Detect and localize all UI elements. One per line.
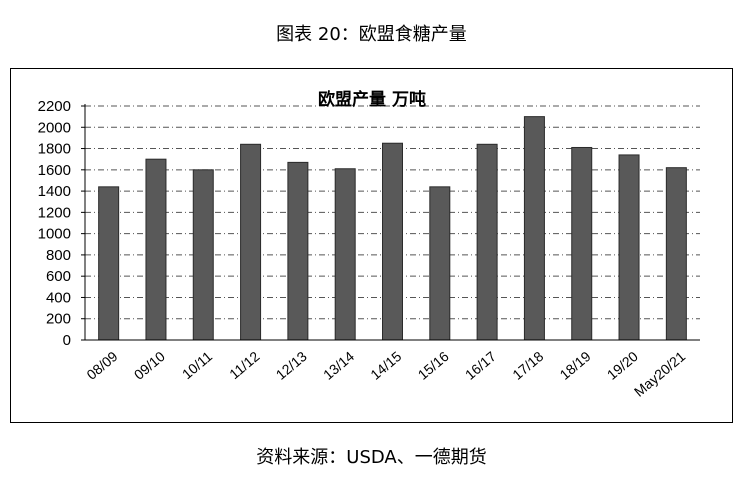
x-tick-label: 12/13	[273, 348, 310, 383]
x-tick-label: 18/19	[557, 348, 594, 383]
x-tick-label: May20/21	[631, 348, 689, 400]
y-tick-label: 800	[46, 247, 71, 264]
y-tick-label: 1800	[38, 141, 71, 158]
y-tick-label: 200	[46, 311, 71, 328]
y-tick-label: 1400	[38, 183, 71, 200]
axes: 0 200 400 600 800 1000 1200 1400 1600 1800 2000 220…	[38, 98, 700, 400]
y-tick-label: 1000	[38, 226, 71, 243]
x-tick-label: 10/11	[179, 348, 215, 382]
x-tick-label: 19/20	[604, 348, 641, 383]
x-tick-label: 14/15	[367, 348, 404, 383]
y-tick-label: 400	[46, 289, 71, 306]
x-tick-label: 11/12	[226, 348, 262, 382]
bars	[98, 116, 687, 341]
bar	[571, 146, 593, 341]
x-tick-label: 13/14	[320, 348, 357, 383]
bar	[98, 186, 120, 341]
y-tick-label: 2000	[38, 119, 71, 136]
bar	[334, 168, 356, 341]
gridlines	[85, 105, 700, 320]
y-tick-label: 1200	[38, 204, 71, 221]
y-tick-label: 2200	[38, 98, 71, 115]
bar	[145, 158, 167, 341]
x-tick-label: 16/17	[462, 348, 499, 383]
y-tick-label: 600	[46, 268, 71, 285]
chart-title: 欧盟产量 万吨	[318, 89, 426, 110]
x-tick-label: 17/18	[509, 348, 546, 383]
figure-caption-source: 资料来源：USDA、一德期货	[256, 447, 487, 468]
x-tick-label: 15/16	[415, 348, 452, 383]
x-tick-label: 09/10	[131, 348, 168, 383]
bar	[192, 169, 214, 341]
bar	[523, 116, 545, 341]
bar	[429, 186, 451, 341]
figure-caption-title: 图表 20：欧盟食糖产量	[276, 24, 467, 45]
bar	[287, 161, 309, 341]
bar	[476, 143, 498, 341]
bar	[665, 167, 687, 341]
y-tick-label: 1600	[38, 162, 71, 179]
bar	[618, 154, 640, 341]
bar	[382, 142, 403, 341]
y-tick-label: 0	[63, 332, 71, 349]
x-tick-label: 08/09	[83, 348, 120, 383]
chart-frame	[10, 68, 733, 423]
bar	[240, 143, 262, 341]
